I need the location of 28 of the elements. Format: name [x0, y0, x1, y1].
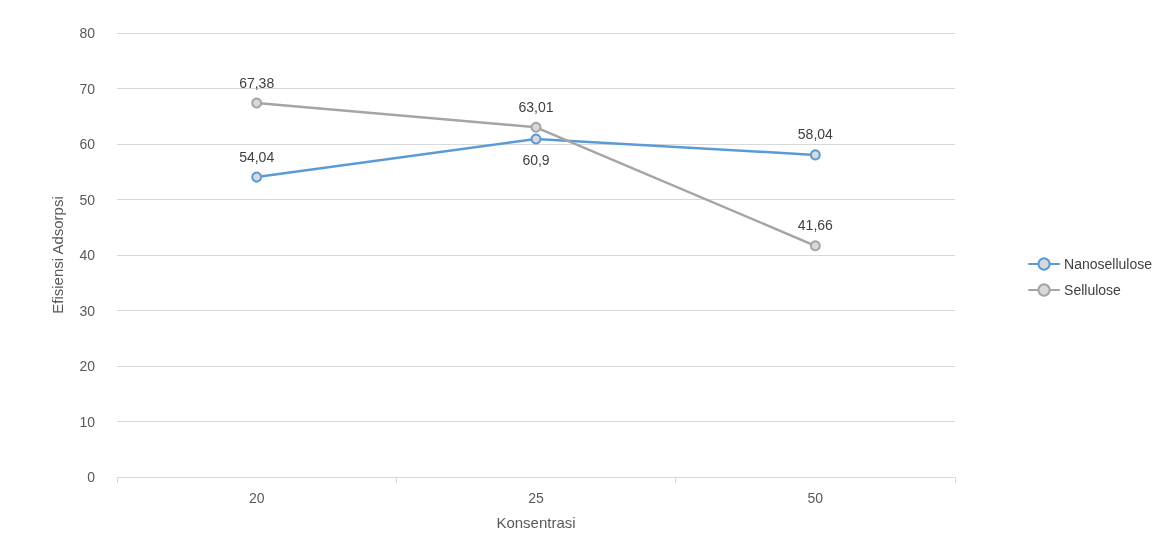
data-label: 63,01 [518, 98, 554, 115]
legend-label: Nanosellulose [1064, 256, 1153, 272]
x-tick-label: 25 [528, 490, 544, 506]
data-label: 41,66 [797, 217, 834, 234]
point [530, 133, 542, 145]
point [809, 149, 821, 161]
data-label: 67,38 [239, 74, 275, 91]
data-label: 54,04 [239, 148, 275, 165]
data-label: 60,9 [522, 151, 550, 168]
y-tick-label: 50 [79, 191, 96, 208]
y-tick-label: 20 [79, 358, 96, 374]
legend-label: Sellulose [1064, 282, 1122, 298]
y-tick-label: 70 [79, 80, 96, 97]
x-tick-label: 50 [807, 490, 824, 506]
x-axis-title: Konsentrasi [496, 514, 576, 531]
y-tick-label: 40 [79, 247, 96, 263]
y-tick-label: 10 [79, 413, 96, 430]
point [809, 240, 821, 252]
y-tick-label: 30 [79, 302, 96, 319]
y-tick-label: 60 [79, 136, 96, 152]
point [251, 97, 263, 109]
point [251, 171, 263, 183]
y-axis-title: Efisiensi Adsorpsi [49, 196, 66, 314]
data-label: 58,04 [797, 126, 834, 143]
point [530, 121, 542, 133]
y-tick-label: 80 [79, 25, 96, 41]
x-tick-label: 20 [248, 490, 265, 506]
y-tick-label: 0 [87, 469, 96, 485]
